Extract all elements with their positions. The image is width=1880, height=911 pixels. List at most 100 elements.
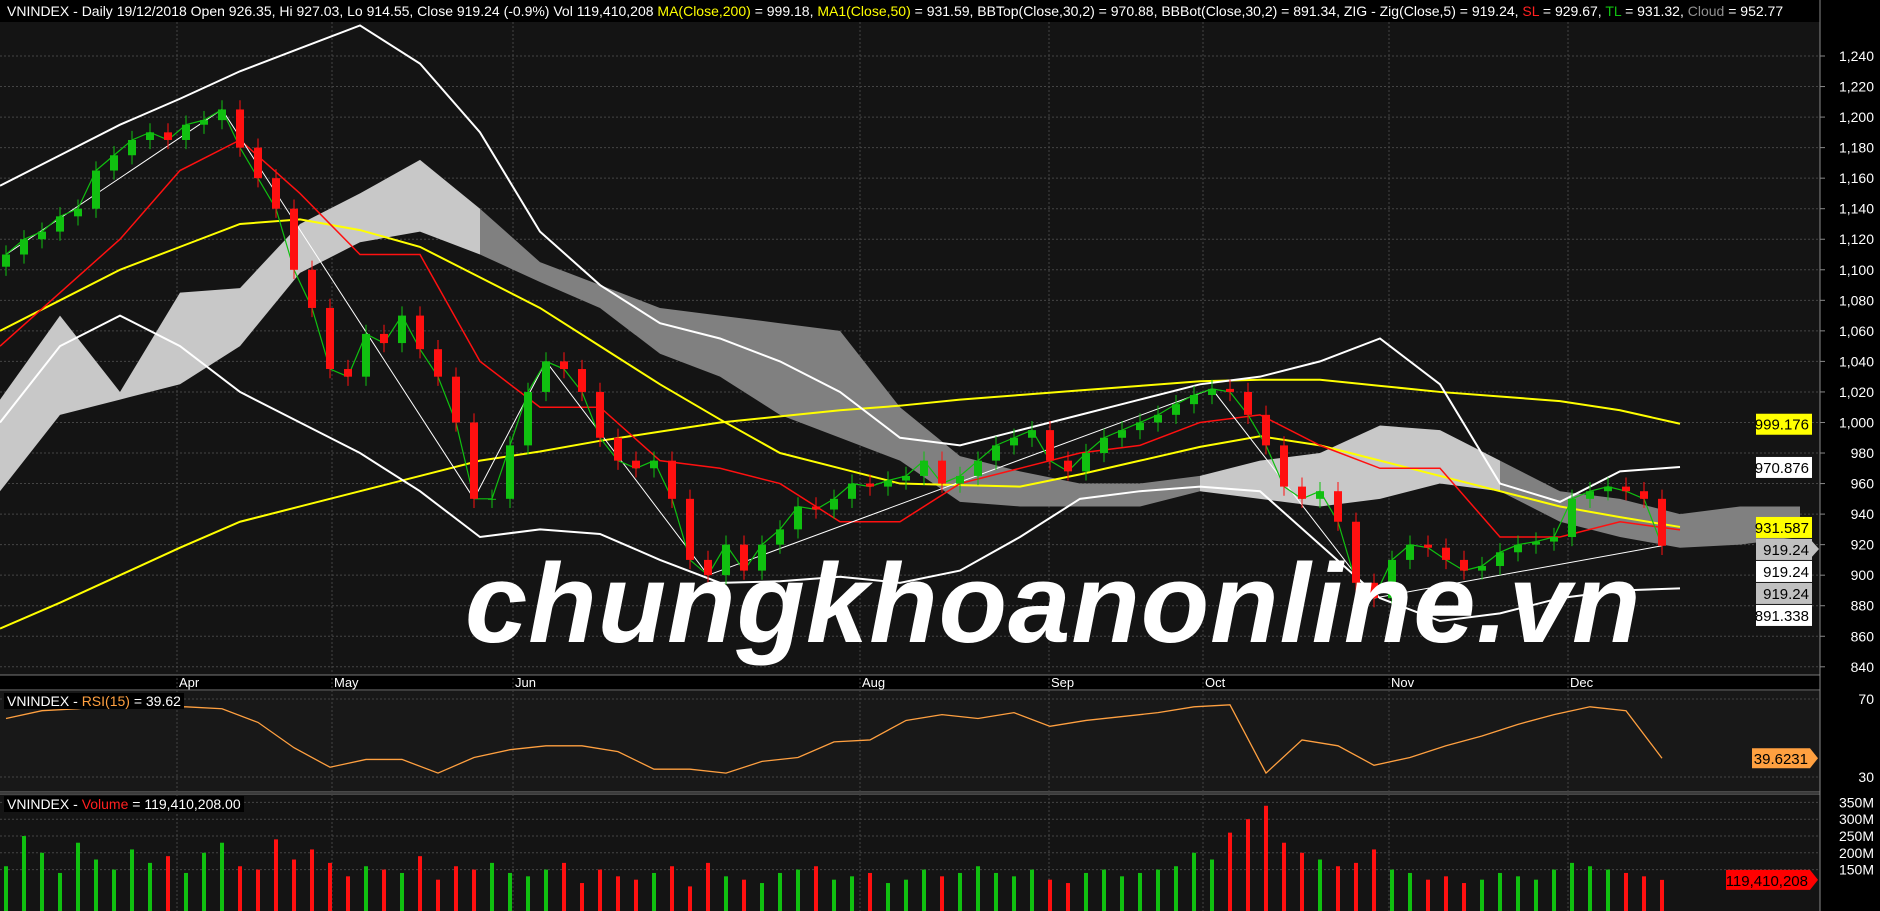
candle-body [254,147,262,179]
volume-bar [1606,869,1610,911]
label-text: 919.24 [1763,564,1809,581]
candle-body [1352,521,1360,583]
label-bg [1756,582,1812,604]
volume-bar [1516,876,1520,911]
volume-bar [544,869,548,911]
candle-body [380,333,388,344]
candle-body [1586,491,1594,499]
ichimoku-cloud-segment [780,323,840,438]
volume-bar [418,856,422,911]
volume-bar [1642,876,1646,911]
candle-body [992,445,1000,461]
month-label: Dec [1570,675,1594,690]
volume-bar [1390,869,1394,911]
candle-body [344,369,352,377]
candle-body [470,422,478,499]
volume-bar [58,872,62,911]
candle-body [794,506,802,530]
candle-body [290,208,298,270]
price-tick-label: 1,060 [1839,323,1874,339]
candle-body [434,349,442,377]
volume-bar [292,859,296,911]
candle-body [1514,544,1522,553]
candle-body [884,480,892,487]
candle-body [74,208,82,217]
candle-body [758,544,766,571]
candle-body [848,483,856,499]
candle-body [1118,430,1126,438]
candle-body [218,109,226,121]
candle-body [2,254,10,267]
price-tick-label: 1,120 [1839,231,1874,247]
candle-body [488,498,496,500]
month-label: Sep [1051,675,1074,690]
last-value-label: 919.24 [1756,538,1819,560]
watermark: chungkhoanonline.vn [465,541,1642,666]
price-tick-label: 1,160 [1839,170,1874,186]
rsi-panel [0,691,1820,792]
volume-tick-label: 250M [1839,828,1874,844]
candle-body [92,170,100,209]
candle-body [146,132,154,140]
candle-body [560,361,568,370]
candle-body [200,120,208,125]
candle-body [938,460,946,484]
last-value-label: 891.338 [1755,604,1812,626]
volume-bar [346,876,350,911]
volume-bar [670,866,674,911]
volume-panel-header: VNINDEX - Volume = 119,410,208.00 [4,796,244,812]
volume-last-label: 119,410,208 [1726,873,1808,890]
volume-bar [1138,872,1142,911]
sl-line [0,139,1681,538]
price-tick-label: 1,180 [1839,140,1874,156]
candle-body [776,529,784,545]
tl-value: = 931.32, [1625,3,1684,19]
sl-label: SL [1522,3,1540,19]
price-tick-label: 1,020 [1839,384,1874,400]
ichimoku-cloud-segment [0,315,60,492]
price-tick-label: 980 [1851,445,1875,461]
candle-body [1406,544,1414,560]
candle-body [1442,547,1450,560]
volume-bar [1102,869,1106,911]
volume-bar [1120,876,1124,911]
volume-bar [742,879,746,911]
volume-bar [706,862,710,911]
month-label: Aug [862,675,885,690]
volume-bar [1228,832,1232,911]
price-tick-label: 1,140 [1839,201,1874,217]
volume-bar [1282,842,1286,911]
volume-bar [1066,883,1070,911]
volume-bar [1624,872,1628,911]
volume-bar [598,869,602,911]
ichimoku-cloud-segment [660,307,720,377]
volume-bar [850,876,854,911]
volume-bar [1426,879,1430,911]
label-text: 970.876 [1755,460,1809,477]
volume-bar [724,876,728,911]
candle-body [614,437,622,461]
candle-body [1190,394,1198,405]
ma50-label: MA1(Close,50) [817,3,911,19]
candle-body [1640,491,1648,499]
candle-body [1424,544,1432,548]
rsi-tick-label: 70 [1858,691,1874,707]
candle-body [650,460,658,469]
ichimoku-cloud-segment [720,315,780,415]
volume-tick-label: 150M [1839,862,1874,878]
label-text: 919.24 [1763,586,1809,603]
bollinger-bottom-line [0,314,1681,623]
last-value-label: 919.24 [1756,560,1812,582]
last-value-label: 970.876 [1755,456,1812,478]
candle-body [1280,445,1288,487]
candle-body [1064,460,1072,472]
candle-body [1208,388,1216,395]
candle-body [668,460,676,499]
volume-bar [436,879,440,911]
volume-bar [1030,869,1034,911]
candle-body [362,333,370,377]
volume-bar [976,866,980,911]
candle-body [866,483,874,487]
rsi-prefix: VNINDEX - [7,693,78,709]
